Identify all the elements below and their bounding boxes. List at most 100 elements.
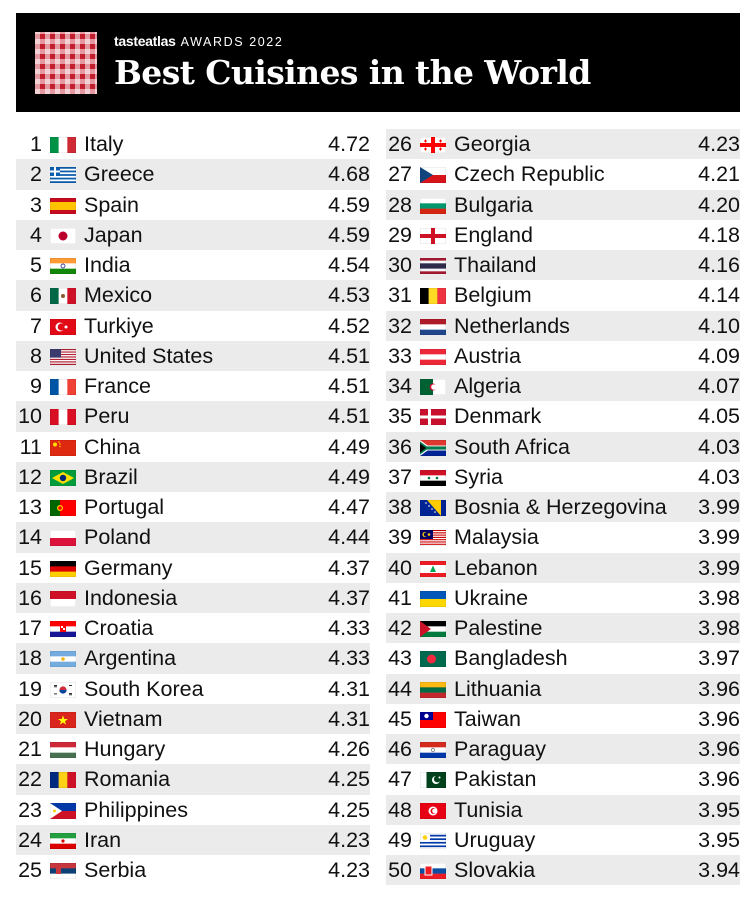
score-value: 4.33 [328,646,370,671]
score-value: 4.03 [698,434,740,459]
country-name: Algeria [454,374,521,398]
score-value: 3.96 [698,767,740,792]
score-value: 4.26 [328,737,370,761]
country-name: United States [84,343,214,368]
rank-label: 8 [30,343,42,368]
rank-label: 6 [30,283,42,308]
country-name: Malaysia [454,525,539,550]
rank-label: 4 [30,222,42,247]
rank-label: 49 [388,827,412,852]
rank-label: 34 [388,374,412,398]
tr-flag-icon [50,318,76,335]
score-value: 3.98 [698,616,740,640]
rank-label: 38 [388,495,412,519]
country-name: India [84,253,131,277]
table-row: 34 Algeria 4.07 [386,371,740,402]
country-name: Bosnia & Herzegovina [454,495,667,519]
score-value: 4.23 [698,132,740,156]
table-row: 1 Italy 4.72 [16,129,370,159]
table-row: 2 Greece 4.68 [16,159,370,190]
rank-label: 26 [388,132,412,156]
score-value: 4.14 [698,283,740,308]
table-row: 15 Germany 4.37 [16,553,370,583]
country-name: Belgium [454,283,532,308]
ro-flag-icon [50,772,76,789]
dz-flag-icon [420,379,446,395]
table-row: 43 Bangladesh 3.97 [386,643,740,673]
score-value: 4.52 [328,313,370,338]
rank-label: 12 [18,464,42,489]
rank-label: 43 [388,646,412,671]
th-flag-icon [420,258,446,274]
rank-label: 27 [388,162,412,187]
my-flag-icon [420,530,446,547]
rank-label: 5 [30,253,42,277]
it-flag-icon [50,137,76,153]
country-name: Uruguay [454,827,536,852]
country-name: Paraguay [454,737,547,761]
table-row: 40 Lebanon 3.99 [386,552,740,583]
country-name: Mexico [84,283,153,308]
country-name: Germany [84,555,173,580]
country-name: Croatia [84,616,154,640]
table-row: 17 Croatia 4.33 [16,613,370,643]
country-name: Indonesia [84,585,178,610]
cn-flag-icon [50,439,76,456]
rank-label: 23 [18,797,42,822]
country-name: Japan [84,222,143,247]
country-name: England [454,222,533,247]
country-name: Austria [454,343,521,368]
score-value: 4.51 [328,374,370,398]
rank-label: 29 [388,222,412,247]
score-value: 3.95 [698,797,740,822]
py-flag-icon [420,742,446,758]
score-value: 4.07 [698,374,740,398]
rank-label: 10 [18,404,42,429]
table-row: 27 Czech Republic 4.21 [386,159,740,189]
country-name: Greece [84,162,155,187]
rank-label: 17 [18,616,42,640]
rank-label: 31 [388,283,412,308]
country-name: Denmark [454,404,542,429]
be-flag-icon [420,288,446,305]
table-row: 22 Romania 4.25 [16,764,370,795]
table-row: 50 Slovakia 3.94 [386,855,740,886]
sy-flag-icon [420,469,446,486]
ar-flag-icon [50,651,76,668]
rank-label: 47 [388,767,412,792]
score-value: 4.37 [328,585,370,610]
in-flag-icon [50,258,76,274]
ge-flag-icon [420,137,446,153]
rank-label: 7 [30,313,42,338]
country-name: Spain [84,192,139,217]
score-value: 4.05 [698,404,740,429]
rank-label: 35 [388,404,412,429]
score-value: 3.99 [698,495,740,519]
table-row: 49 Uruguay 3.95 [386,825,740,855]
table-row: 42 Palestine 3.98 [386,613,740,644]
country-name: Romania [84,767,171,792]
cz-flag-icon [420,167,446,184]
score-value: 3.96 [698,706,740,731]
rank-label: 45 [388,706,412,731]
rank-label: 9 [30,374,42,398]
score-value: 4.23 [328,858,370,882]
country-name: Argentina [84,646,177,671]
score-value: 4.33 [328,616,370,640]
id-flag-icon [50,590,76,607]
table-row: 6 Mexico 4.53 [16,280,370,311]
ranking-column-left: 1 Italy 4.72 2 Greece 4.68 3 Spain 4.59 4 Japan 4.5… [16,129,370,885]
ba-flag-icon [420,500,446,516]
table-row: 7 Turkiye 4.52 [16,311,370,341]
rank-label: 28 [388,192,412,217]
score-value: 3.96 [698,676,740,701]
country-name: Syria [454,464,503,489]
score-value: 4.18 [698,222,740,247]
table-row: 25 Serbia 4.23 [16,855,370,885]
score-value: 4.47 [328,495,370,519]
rank-label: 46 [388,737,412,761]
ranking-column-right: 26 Georgia 4.23 27 Czech Republic 4.21 28 Bulga… [386,129,740,886]
br-flag-icon [50,469,76,486]
table-row: 44 Lithuania 3.96 [386,673,740,704]
score-value: 4.54 [328,253,370,277]
